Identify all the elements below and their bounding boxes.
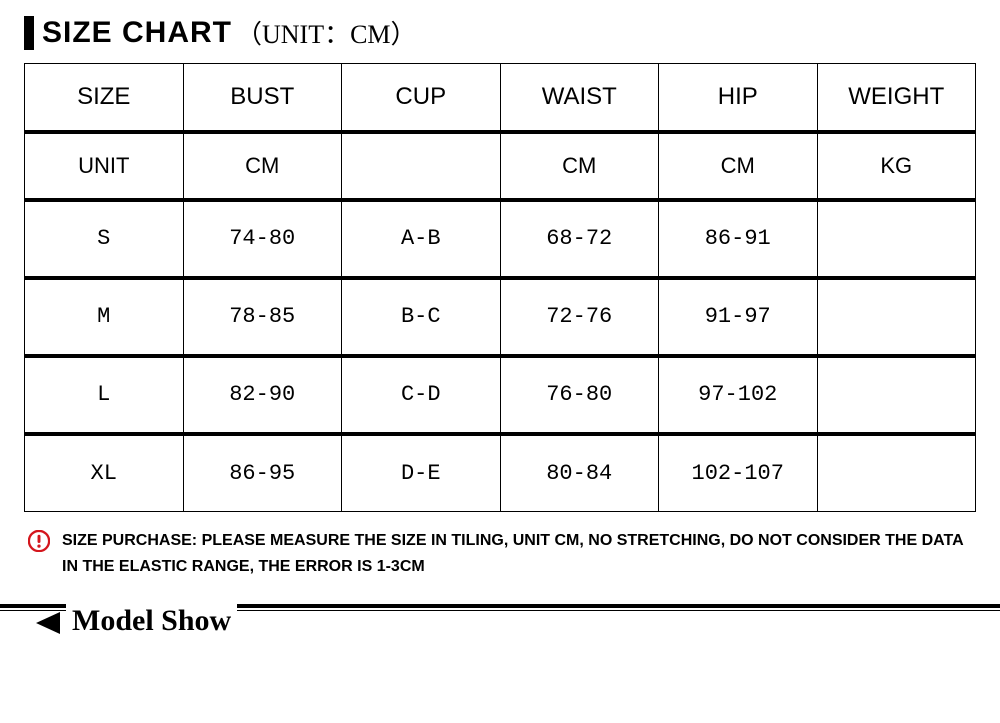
cell-weight bbox=[817, 278, 976, 356]
unit-label: UNIT bbox=[25, 132, 184, 200]
unit-bust: CM bbox=[183, 132, 342, 200]
cell-weight bbox=[817, 200, 976, 278]
cell-waist: 72-76 bbox=[500, 278, 659, 356]
table-row: L 82-90 C-D 76-80 97-102 bbox=[25, 356, 976, 434]
cell-bust: 86-95 bbox=[183, 434, 342, 512]
page-title: SIZE CHART bbox=[42, 16, 232, 50]
size-table-wrap: SIZE BUST CUP WAIST HIP WEIGHT UNIT CM C… bbox=[0, 63, 1000, 512]
section-divider: Model Show bbox=[0, 594, 1000, 644]
col-waist: WAIST bbox=[500, 64, 659, 132]
cell-bust: 78-85 bbox=[183, 278, 342, 356]
cell-bust: 82-90 bbox=[183, 356, 342, 434]
cell-cup: A-B bbox=[342, 200, 501, 278]
col-weight: WEIGHT bbox=[817, 64, 976, 132]
table-row: S 74-80 A-B 68-72 86-91 bbox=[25, 200, 976, 278]
cell-bust: 74-80 bbox=[183, 200, 342, 278]
unit-weight: KG bbox=[817, 132, 976, 200]
title-row: SIZE CHART （UNIT：CM） bbox=[0, 0, 1000, 63]
arrow-left-icon bbox=[30, 612, 60, 634]
cell-hip: 91-97 bbox=[659, 278, 818, 356]
cell-weight bbox=[817, 434, 976, 512]
table-header-row: SIZE BUST CUP WAIST HIP WEIGHT bbox=[25, 64, 976, 132]
section-title: Model Show bbox=[66, 604, 237, 638]
cell-size: M bbox=[25, 278, 184, 356]
cell-hip: 102-107 bbox=[659, 434, 818, 512]
col-bust: BUST bbox=[183, 64, 342, 132]
cell-hip: 86-91 bbox=[659, 200, 818, 278]
cell-cup: D-E bbox=[342, 434, 501, 512]
unit-cup bbox=[342, 132, 501, 200]
cell-cup: B-C bbox=[342, 278, 501, 356]
size-chart-table: SIZE BUST CUP WAIST HIP WEIGHT UNIT CM C… bbox=[24, 63, 976, 512]
cell-waist: 76-80 bbox=[500, 356, 659, 434]
cell-size: S bbox=[25, 200, 184, 278]
cell-hip: 97-102 bbox=[659, 356, 818, 434]
note-text: SIZE PURCHASE: PLEASE MEASURE THE SIZE I… bbox=[62, 528, 972, 580]
cell-cup: C-D bbox=[342, 356, 501, 434]
cell-weight bbox=[817, 356, 976, 434]
cell-waist: 68-72 bbox=[500, 200, 659, 278]
col-cup: CUP bbox=[342, 64, 501, 132]
table-row: M 78-85 B-C 72-76 91-97 bbox=[25, 278, 976, 356]
col-hip: HIP bbox=[659, 64, 818, 132]
title-bar-icon bbox=[24, 16, 34, 50]
title-unit-label: （UNIT：CM） bbox=[236, 14, 417, 51]
col-size: SIZE bbox=[25, 64, 184, 132]
table-row: XL 86-95 D-E 80-84 102-107 bbox=[25, 434, 976, 512]
alert-icon bbox=[28, 530, 50, 552]
note-row: SIZE PURCHASE: PLEASE MEASURE THE SIZE I… bbox=[0, 512, 1000, 590]
cell-size: L bbox=[25, 356, 184, 434]
cell-size: XL bbox=[25, 434, 184, 512]
unit-waist: CM bbox=[500, 132, 659, 200]
cell-waist: 80-84 bbox=[500, 434, 659, 512]
unit-hip: CM bbox=[659, 132, 818, 200]
table-unit-row: UNIT CM CM CM KG bbox=[25, 132, 976, 200]
